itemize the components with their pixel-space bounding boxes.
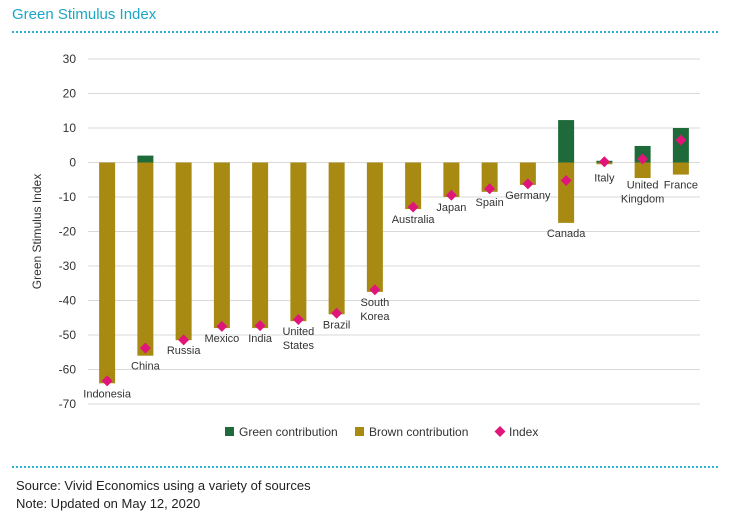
y-tick-label: -70 — [59, 397, 77, 411]
brown-bar — [137, 162, 154, 356]
index-marker — [178, 334, 190, 346]
index-marker — [254, 320, 266, 332]
y-tick-label: 0 — [69, 156, 76, 170]
category-label: India — [248, 333, 273, 345]
index-marker — [637, 153, 649, 165]
green-bar — [558, 120, 575, 163]
brown-bar — [252, 162, 269, 329]
category-label: Spain — [476, 197, 504, 209]
y-tick-label: -30 — [59, 259, 77, 273]
legend-swatch — [355, 427, 364, 436]
category-label: Japan — [436, 202, 466, 214]
category-label: Indonesia — [83, 388, 132, 400]
brown-bar — [405, 162, 422, 210]
brown-bar — [481, 162, 498, 192]
index-marker — [407, 201, 419, 213]
y-axis-label: Green Stimulus Index — [30, 174, 44, 289]
legend-marker — [494, 426, 506, 437]
y-tick-label: -50 — [59, 328, 77, 342]
brown-bar — [443, 162, 460, 197]
brown-bar — [672, 162, 689, 175]
y-tick-label: -10 — [59, 190, 77, 204]
index-marker — [139, 342, 151, 354]
y-tick-label: 10 — [63, 121, 77, 135]
brown-bar — [558, 162, 575, 223]
chart-title: Green Stimulus Index — [12, 6, 157, 23]
y-tick-label: 20 — [63, 87, 77, 101]
green-stimulus-chart: 30 20 10 0 -10 -20 -30 -40 -50 -60 -70 Green Stimul… — [30, 52, 700, 439]
green-bar — [137, 155, 154, 163]
index-marker — [598, 156, 610, 168]
top-divider — [12, 31, 718, 33]
brown-bar — [328, 162, 345, 315]
index-marker — [675, 134, 687, 146]
category-label: Australia — [392, 214, 436, 226]
category-label: Italy — [594, 173, 615, 185]
category-label: Russia — [167, 345, 202, 357]
index-marker — [331, 307, 343, 319]
legend-swatch — [225, 427, 234, 436]
index-marker — [292, 313, 304, 325]
index-marker — [522, 178, 534, 190]
source-note: Source: Vivid Economics using a variety … — [16, 478, 311, 493]
index-marker — [369, 284, 381, 296]
bottom-divider — [12, 466, 718, 468]
update-note: Note: Updated on May 12, 2020 — [16, 496, 201, 511]
brown-bar — [99, 162, 116, 384]
y-tick-label: -40 — [59, 294, 77, 308]
brown-bar — [634, 162, 651, 179]
index-marker — [216, 320, 228, 332]
category-label: South Korea — [360, 297, 390, 323]
category-label: United States — [282, 326, 314, 352]
brown-bar — [519, 162, 536, 185]
category-label: France — [664, 180, 698, 192]
category-label: United Kingdom — [621, 180, 664, 206]
category-label: Canada — [547, 228, 586, 240]
y-tick-label: -20 — [59, 225, 77, 239]
index-marker — [101, 375, 113, 387]
brown-bar — [175, 162, 192, 341]
index-marker — [484, 183, 496, 195]
legend-label: Brown contribution — [369, 425, 468, 439]
index-marker — [560, 174, 572, 186]
brown-bar — [366, 162, 383, 292]
category-label: China — [131, 361, 161, 373]
index-marker — [445, 189, 457, 201]
legend-label: Green contribution — [239, 425, 338, 439]
brown-bar — [290, 162, 307, 322]
y-tick-label: 30 — [63, 52, 77, 66]
category-label: Germany — [505, 190, 551, 202]
category-label: Brazil — [323, 319, 351, 331]
category-label: Mexico — [204, 333, 239, 345]
y-tick-label: -60 — [59, 363, 77, 377]
legend-label: Index — [509, 425, 538, 439]
brown-bar — [213, 162, 230, 329]
